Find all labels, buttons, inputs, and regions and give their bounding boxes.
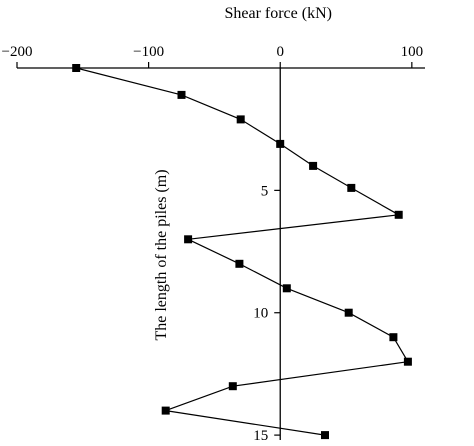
data-point: [235, 259, 244, 268]
data-point: [389, 333, 398, 342]
y-tick-label: 15: [253, 428, 268, 444]
y-axis-title: The length of the piles (m): [153, 169, 170, 340]
data-point: [72, 64, 81, 72]
data-point: [344, 308, 353, 317]
y-tick-label: 10: [253, 306, 268, 322]
x-axis-title: Shear force (kN): [224, 5, 332, 22]
x-tick-label: −200: [2, 44, 33, 60]
series-line: [76, 67, 409, 436]
data-point: [184, 235, 193, 244]
data-point: [321, 431, 329, 440]
data-point: [177, 90, 186, 99]
data-point: [282, 284, 291, 293]
data-point: [403, 357, 412, 366]
data-point: [228, 382, 237, 391]
y-tick-label: 5: [261, 183, 269, 199]
data-point: [276, 139, 285, 148]
data-point: [161, 406, 170, 415]
series: [72, 64, 412, 440]
data-point: [394, 210, 403, 219]
ticks: −200 −100 0 100 5 10 15: [2, 44, 424, 444]
x-tick-label: 100: [401, 44, 424, 60]
x-tick-label: 0: [276, 44, 284, 60]
data-point: [347, 183, 356, 192]
x-tick-label: −100: [133, 44, 164, 60]
axes: [17, 67, 425, 440]
data-point: [236, 115, 245, 124]
data-point: [309, 161, 318, 170]
